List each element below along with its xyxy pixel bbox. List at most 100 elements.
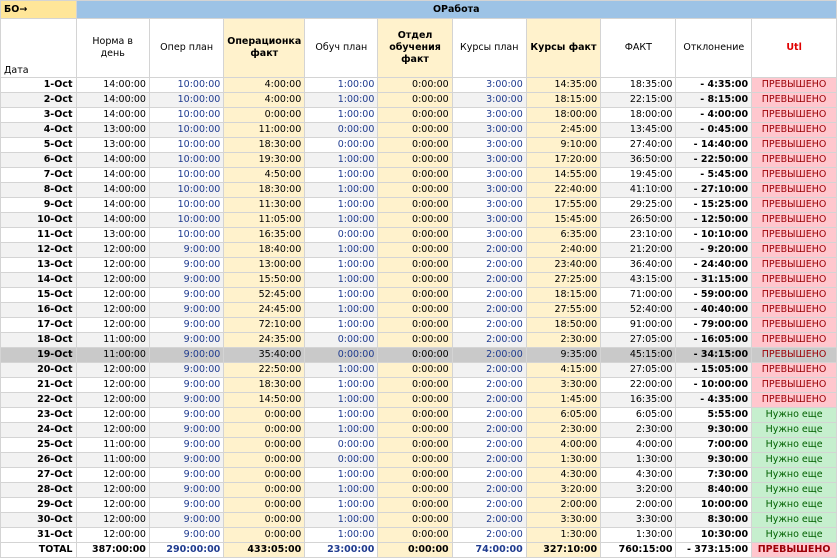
data-row[interactable]: 24-Oct 12:00:00 9:00:00 0:00:00 1:00:00 0:00:… (0, 422, 837, 438)
cell: 41:10:00 (600, 182, 677, 198)
cell: 0:00:00 (377, 287, 453, 303)
cell: 0:00:00 (223, 467, 306, 483)
cell: 2:00:00 (451, 317, 527, 333)
cell: 9:10:00 (525, 137, 602, 153)
cell: 0:00:00 (377, 137, 453, 153)
cell: 45:15:00 (600, 347, 677, 363)
cell: 1:30:00 (600, 452, 677, 468)
cell: 29-Oct (0, 497, 77, 513)
data-row[interactable]: 18-Oct 11:00:00 9:00:00 24:35:00 0:00:00 0:00… (0, 332, 837, 348)
cell: 10:00:00 (675, 497, 753, 513)
cell: 18:30:00 (223, 377, 306, 393)
cell: 760:15:00 (600, 542, 677, 558)
data-row[interactable]: 26-Oct 11:00:00 9:00:00 0:00:00 0:00:00 0:00:… (0, 452, 837, 468)
cell: 13:00:00 (223, 257, 306, 273)
column-header: Курсы факт (525, 18, 602, 78)
cell: 20-Oct (0, 362, 77, 378)
cell: 12:00:00 (75, 467, 150, 483)
data-row[interactable]: 17-Oct 12:00:00 9:00:00 72:10:00 1:00:00 0:00… (0, 317, 837, 333)
cell: 9:00:00 (148, 452, 225, 468)
cell: 2:00:00 (451, 422, 527, 438)
cell: 12:00:00 (75, 482, 150, 498)
cell: 2:00:00 (451, 242, 527, 258)
cell: Нужно еще (751, 497, 837, 513)
cell: - 4:35:00 (675, 77, 753, 93)
cell: 2:00:00 (451, 482, 527, 498)
cell: 36:40:00 (600, 257, 677, 273)
cell: 43:15:00 (600, 272, 677, 288)
data-row[interactable]: 9-Oct 14:00:00 10:00:00 11:30:00 1:00:00 0:00… (0, 197, 837, 213)
data-row[interactable]: TOTAL 387:00:00 290:00:00 433:05:00 23:00:00… (0, 542, 837, 558)
cell: ПРЕВЫШЕНО (751, 122, 837, 138)
data-row[interactable]: 30-Oct 12:00:00 9:00:00 0:00:00 1:00:00 0:00:… (0, 512, 837, 528)
data-row[interactable]: 19-Oct 11:00:00 9:00:00 35:40:00 0:00:00 0:00… (0, 347, 837, 363)
data-row[interactable]: 23-Oct 12:00:00 9:00:00 0:00:00 1:00:00 0:00:… (0, 407, 837, 423)
data-row[interactable]: 11-Oct 13:00:00 10:00:00 16:35:00 0:00:00 0:0… (0, 227, 837, 243)
data-row[interactable]: 7-Oct 14:00:00 10:00:00 4:50:00 1:00:00 0:00:… (0, 167, 837, 183)
data-row[interactable]: 27-Oct 12:00:00 9:00:00 0:00:00 1:00:00 0:00:… (0, 467, 837, 483)
cell: 13:45:00 (600, 122, 677, 138)
cell: 4:00:00 (223, 92, 306, 108)
cell: 2:00:00 (451, 377, 527, 393)
cell: - 5:45:00 (675, 167, 753, 183)
cell: 17:20:00 (525, 152, 602, 168)
data-row[interactable]: 20-Oct 12:00:00 9:00:00 22:50:00 1:00:00 0:00… (0, 362, 837, 378)
cell: 0:00:00 (377, 167, 453, 183)
cell: ПРЕВЫШЕНО (751, 362, 837, 378)
cell: 0:00:00 (304, 137, 379, 153)
data-row[interactable]: 13-Oct 12:00:00 9:00:00 13:00:00 1:00:00 0:00… (0, 257, 837, 273)
cell: 18:50:00 (525, 317, 602, 333)
cell: 9:00:00 (148, 497, 225, 513)
cell: 5:55:00 (675, 407, 753, 423)
cell: 9:00:00 (148, 257, 225, 273)
cell: 18:40:00 (223, 242, 306, 258)
cell: 1:00:00 (304, 182, 379, 198)
cell: 10:00:00 (148, 182, 225, 198)
cell: 3:00:00 (451, 182, 527, 198)
cell: Нужно еще (751, 407, 837, 423)
cell: 14:00:00 (75, 107, 150, 123)
cell: 0:00:00 (377, 272, 453, 288)
cell: 1:00:00 (304, 77, 379, 93)
data-row[interactable]: 10-Oct 14:00:00 10:00:00 11:05:00 1:00:00 0:0… (0, 212, 837, 228)
data-row[interactable]: 28-Oct 12:00:00 9:00:00 0:00:00 1:00:00 0:00:… (0, 482, 837, 498)
cell: 18:00:00 (600, 107, 677, 123)
data-row[interactable]: 1-Oct 14:00:00 10:00:00 4:00:00 1:00:00 0:00:… (0, 77, 837, 93)
data-row[interactable]: 8-Oct 14:00:00 10:00:00 18:30:00 1:00:00 0:00… (0, 182, 837, 198)
data-row[interactable]: 4-Oct 13:00:00 10:00:00 11:00:00 0:00:00 0:00… (0, 122, 837, 138)
data-row[interactable]: 6-Oct 14:00:00 10:00:00 19:30:00 1:00:00 0:00… (0, 152, 837, 168)
data-row[interactable]: 3-Oct 14:00:00 10:00:00 0:00:00 1:00:00 0:00:… (0, 107, 837, 123)
data-row[interactable]: 25-Oct 11:00:00 9:00:00 0:00:00 0:00:00 0:00:… (0, 437, 837, 453)
data-row[interactable]: 15-Oct 12:00:00 9:00:00 52:45:00 1:00:00 0:00… (0, 287, 837, 303)
data-row[interactable]: 29-Oct 12:00:00 9:00:00 0:00:00 1:00:00 0:00:… (0, 497, 837, 513)
data-row[interactable]: 16-Oct 12:00:00 9:00:00 24:45:00 1:00:00 0:00… (0, 302, 837, 318)
cell: ПРЕВЫШЕНО (751, 107, 837, 123)
cell: 23-Oct (0, 407, 77, 423)
cell: 36:50:00 (600, 152, 677, 168)
cell: 52:45:00 (223, 287, 306, 303)
cell: ПРЕВЫШЕНО (751, 287, 837, 303)
header-row: БО→ ОРабота (0, 0, 837, 19)
cell: 0:00:00 (377, 527, 453, 543)
data-row[interactable]: 2-Oct 14:00:00 10:00:00 4:00:00 1:00:00 0:00:… (0, 92, 837, 108)
data-row[interactable]: 21-Oct 12:00:00 9:00:00 18:30:00 1:00:00 0:00… (0, 377, 837, 393)
cell: 1:00:00 (304, 287, 379, 303)
data-row[interactable]: 5-Oct 13:00:00 10:00:00 18:30:00 0:00:00 0:00… (0, 137, 837, 153)
cell: ПРЕВЫШЕНО (751, 227, 837, 243)
cell: 15-Oct (0, 287, 77, 303)
data-row[interactable]: 12-Oct 12:00:00 9:00:00 18:40:00 1:00:00 0:00… (0, 242, 837, 258)
cell: 14-Oct (0, 272, 77, 288)
cell: ПРЕВЫШЕНО (751, 392, 837, 408)
cell: 14:50:00 (223, 392, 306, 408)
cell: 72:10:00 (223, 317, 306, 333)
data-row[interactable]: 22-Oct 12:00:00 9:00:00 14:50:00 1:00:00 0:00… (0, 392, 837, 408)
data-row[interactable]: 31-Oct 12:00:00 9:00:00 0:00:00 1:00:00 0:00:… (0, 527, 837, 543)
cell: 71:00:00 (600, 287, 677, 303)
cell: 3:00:00 (451, 152, 527, 168)
cell: 13:00:00 (75, 137, 150, 153)
data-row[interactable]: 14-Oct 12:00:00 9:00:00 15:50:00 1:00:00 0:00… (0, 272, 837, 288)
cell: 2:00:00 (451, 302, 527, 318)
cell: 1:00:00 (304, 317, 379, 333)
cell: 9:00:00 (148, 482, 225, 498)
